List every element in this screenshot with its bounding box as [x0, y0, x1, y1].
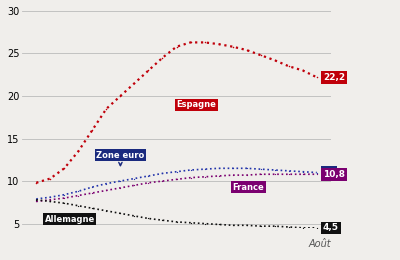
Text: France: France [233, 183, 264, 192]
Text: Allemagne: Allemagne [45, 215, 95, 224]
Text: Août: Août [308, 239, 331, 249]
Text: Espagne: Espagne [176, 100, 216, 109]
Text: 11: 11 [323, 168, 336, 177]
Text: 10,8: 10,8 [323, 170, 345, 179]
Text: Zone euro: Zone euro [96, 151, 144, 166]
Text: 4,5: 4,5 [323, 223, 339, 232]
Text: 22,2: 22,2 [323, 73, 345, 82]
